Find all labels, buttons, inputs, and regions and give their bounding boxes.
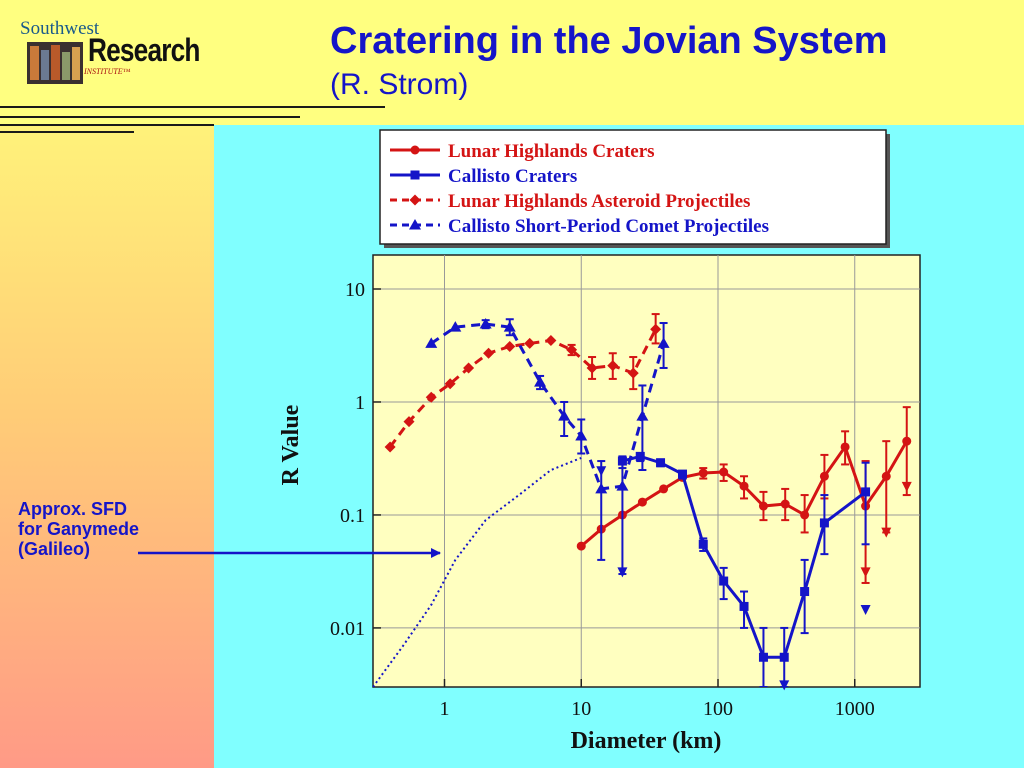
data-point xyxy=(637,497,647,507)
header-rule xyxy=(0,106,385,108)
legend-label: Lunar Highlands Craters xyxy=(448,141,655,162)
ganymede-annotation: Approx. SFD for Ganymede (Galileo) xyxy=(18,499,139,559)
series-group xyxy=(617,451,871,687)
data-point xyxy=(739,601,749,611)
data-point xyxy=(449,321,462,332)
data-point xyxy=(595,482,608,494)
legend-box xyxy=(379,129,887,245)
x-tick-label: 1000 xyxy=(835,698,875,720)
legend-label: Lunar Highlands Asteroid Projectiles xyxy=(448,191,750,212)
data-point xyxy=(698,468,708,478)
y-tick-label: 0.1 xyxy=(340,505,365,527)
data-point xyxy=(719,467,729,477)
data-point xyxy=(719,576,729,586)
limit-arrow xyxy=(596,466,607,477)
data-point xyxy=(607,360,619,372)
logo-top-text: Southwest xyxy=(20,18,100,39)
data-point xyxy=(840,442,850,452)
annotation-line: Approx. SFD xyxy=(18,499,128,519)
data-point xyxy=(409,194,421,206)
limit-arrow xyxy=(860,567,871,578)
data-point xyxy=(779,652,789,662)
data-point xyxy=(444,378,456,390)
data-point xyxy=(657,337,670,348)
data-point xyxy=(819,471,829,481)
limit-arrow xyxy=(901,481,912,492)
y-axis-label: R Value xyxy=(278,404,304,485)
legend-label: Callisto Short-Period Comet Projectiles xyxy=(448,216,769,237)
limit-arrow xyxy=(860,605,871,616)
logo-institute-text: INSTITUTE™ xyxy=(84,67,131,76)
x-tick-label: 1 xyxy=(440,698,450,720)
data-point xyxy=(463,362,475,374)
data-point xyxy=(800,510,810,520)
data-point xyxy=(635,451,645,461)
annotation-line: (Galileo) xyxy=(18,539,91,559)
data-point xyxy=(524,337,536,349)
data-point xyxy=(780,499,790,509)
data-point xyxy=(576,541,586,551)
data-point xyxy=(483,347,495,359)
data-point xyxy=(534,376,547,387)
series-group xyxy=(373,456,582,687)
slide-subtitle: (R. Strom) xyxy=(330,68,469,101)
limit-arrow xyxy=(779,680,790,691)
header-rule xyxy=(0,124,214,126)
data-point xyxy=(739,481,749,491)
data-point xyxy=(659,484,669,494)
data-point xyxy=(566,344,578,356)
data-point xyxy=(902,436,912,446)
x-tick-label: 10 xyxy=(571,698,591,720)
data-point xyxy=(479,318,492,329)
data-point xyxy=(403,416,415,428)
annotation-line: for Ganymede xyxy=(18,519,140,539)
data-point xyxy=(410,145,420,155)
logo-main-text: Research xyxy=(88,32,200,68)
data-point xyxy=(425,391,437,403)
data-point xyxy=(650,323,662,335)
data-point xyxy=(800,587,810,597)
data-point xyxy=(698,539,708,549)
data-point xyxy=(881,471,891,481)
y-tick-label: 0.01 xyxy=(330,618,365,640)
data-point xyxy=(384,441,396,453)
legend-label: Callisto Craters xyxy=(448,166,577,187)
data-point xyxy=(503,321,516,332)
y-tick-label: 1 xyxy=(355,392,365,414)
data-point xyxy=(425,337,438,348)
series-group xyxy=(384,313,662,453)
data-point xyxy=(617,456,627,466)
header-rule xyxy=(0,116,300,118)
limit-arrow xyxy=(881,527,892,538)
data-point xyxy=(819,518,829,528)
y-tick-label: 10 xyxy=(345,279,365,301)
series-line xyxy=(373,456,582,687)
series-group xyxy=(425,318,670,576)
data-point xyxy=(410,170,420,180)
data-point xyxy=(575,429,588,441)
data-point xyxy=(545,335,557,347)
data-point xyxy=(861,487,871,497)
logo-emblem-icon xyxy=(27,42,83,84)
data-point xyxy=(616,480,629,491)
data-point xyxy=(758,501,768,511)
data-point xyxy=(409,219,421,230)
left-gradient-panel xyxy=(0,125,214,768)
slide-title: Cratering in the Jovian System xyxy=(330,20,888,62)
data-point xyxy=(758,652,768,662)
plot-area xyxy=(372,254,921,688)
x-tick-label: 100 xyxy=(703,698,733,720)
data-point xyxy=(636,410,649,421)
limit-arrow xyxy=(617,567,628,578)
data-point xyxy=(677,469,687,479)
data-point xyxy=(656,458,666,468)
x-axis-label: Diameter (km) xyxy=(571,728,722,754)
data-point xyxy=(586,362,598,374)
data-point xyxy=(558,410,571,421)
header-rule xyxy=(0,131,134,133)
data-point xyxy=(504,340,516,352)
data-point xyxy=(627,367,639,379)
